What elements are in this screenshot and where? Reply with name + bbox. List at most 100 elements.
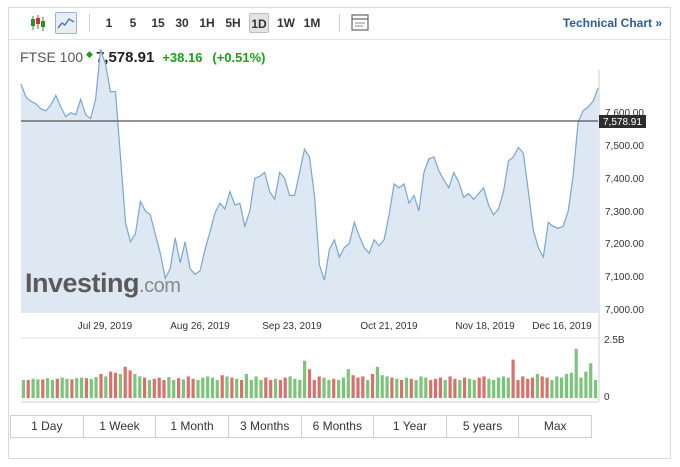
volume-bar (424, 377, 428, 398)
volume-bar (535, 374, 539, 398)
volume-bar (443, 380, 447, 398)
x-axis-tick-label: Jul 29, 2019 (78, 321, 133, 332)
volume-bar (574, 348, 578, 398)
y-axis-tick-label: 7,600.00 (605, 108, 644, 119)
y-axis-tick-label: 7,500.00 (605, 141, 644, 152)
instrument-name: FTSE 100 (20, 49, 84, 65)
volume-bar (579, 377, 583, 398)
volume-bar (307, 369, 312, 398)
volume-bar (244, 374, 248, 398)
volume-bar (128, 370, 132, 398)
volume-bar (118, 374, 122, 398)
indicators-icon[interactable] (349, 12, 371, 34)
volume-bar (196, 380, 200, 398)
up-arrow-icon: ◆ (86, 49, 93, 59)
timeframe-5h[interactable]: 5H (225, 16, 241, 30)
timeframe-30[interactable]: 30 (175, 16, 189, 30)
line-chart-icon[interactable] (55, 12, 77, 34)
range-1-year[interactable]: 1 Year (374, 416, 447, 437)
volume-bar (177, 378, 181, 398)
y-axis-tick-label: 7,100.00 (605, 272, 644, 283)
volume-bar (540, 376, 544, 398)
timeframe-1d[interactable]: 1D (249, 13, 269, 33)
volume-bar (249, 380, 253, 398)
volume-bar (526, 378, 530, 398)
volume-bar (375, 366, 379, 398)
volume-bar (390, 377, 394, 398)
range-1-month[interactable]: 1 Month (156, 416, 229, 437)
technical-chart-link[interactable]: Technical Chart » (562, 16, 662, 30)
volume-bar (215, 380, 219, 398)
volume-bar (254, 376, 258, 398)
toolbar-divider (89, 14, 90, 32)
toolbar-divider (339, 14, 340, 32)
volume-bar (458, 380, 462, 398)
volume-bar (70, 379, 74, 398)
volume-bar (511, 359, 515, 398)
volume-bar (419, 376, 423, 398)
volume-bar (104, 376, 108, 398)
volume-bar (283, 377, 287, 398)
volume-bar (152, 378, 156, 398)
y-axis-tick-label: 7,000.00 (605, 305, 644, 316)
volume-bar (564, 374, 569, 398)
range-6-months[interactable]: 6 Months (302, 416, 375, 437)
volume-bar (327, 380, 331, 398)
volume-bar (288, 376, 292, 398)
chart-toolbar: 1 5 15 30 1H 5H 1D 1W 1M Technical Chart » (9, 8, 670, 38)
last-price-label: 7,578.91 (603, 117, 642, 128)
volume-bar (560, 377, 564, 398)
volume-bar (555, 376, 559, 398)
volume-bar (366, 380, 370, 398)
volume-bar (123, 366, 127, 398)
volume-bar (46, 378, 50, 398)
volume-bar (293, 378, 297, 398)
volume-bar (545, 377, 549, 398)
timeframe-1m[interactable]: 1M (303, 16, 321, 30)
range-5-years[interactable]: 5 years (447, 416, 520, 437)
volume-bar (487, 378, 491, 398)
volume-axis-label: 0 (604, 392, 610, 403)
timeframe-5[interactable]: 5 (129, 16, 137, 30)
volume-bar (84, 378, 88, 398)
volume-bar (21, 380, 25, 398)
timeframe-15[interactable]: 15 (151, 16, 165, 30)
range-max[interactable]: Max (543, 419, 567, 433)
range-3-months[interactable]: 3 Months (229, 416, 302, 437)
range-1-week[interactable]: 1 Week (84, 416, 157, 437)
volume-bar (337, 380, 341, 398)
last-price: 7,578.91 (95, 49, 155, 66)
volume-bar (109, 371, 113, 398)
volume-bar (322, 377, 326, 398)
volume-bar (167, 377, 171, 398)
price-change: +38.16 (162, 50, 203, 65)
volume-bar (341, 377, 345, 398)
volume-bar (361, 376, 365, 398)
volume-bar (230, 377, 234, 398)
timeframe-1w[interactable]: 1W (277, 16, 295, 30)
volume-bar (26, 380, 30, 398)
timeframe-1h[interactable]: 1H (199, 16, 215, 30)
volume-bar (235, 378, 239, 398)
volume-bar (497, 377, 501, 398)
volume-bar (380, 375, 384, 398)
x-axis-tick-label: Oct 21, 2019 (360, 321, 418, 332)
volume-bar (50, 380, 55, 398)
volume-bar (453, 378, 457, 398)
candlestick-icon[interactable] (27, 12, 49, 34)
volume-bar (370, 374, 375, 398)
volume-bar (521, 376, 525, 398)
volume-bar (36, 379, 40, 398)
volume-bar (332, 378, 336, 398)
x-axis-tick-label: Sep 23, 2019 (262, 321, 322, 332)
timeframe-1[interactable]: 1 (105, 16, 113, 30)
volume-bar (438, 377, 442, 398)
volume-bar (172, 380, 176, 398)
volume-bar (278, 380, 282, 398)
x-axis-tick-label: Dec 16, 2019 (532, 321, 592, 332)
volume-bar (147, 380, 152, 398)
volume-bar (589, 363, 593, 398)
volume-bar (530, 377, 535, 398)
range-1-day[interactable]: 1 Day (11, 416, 84, 437)
